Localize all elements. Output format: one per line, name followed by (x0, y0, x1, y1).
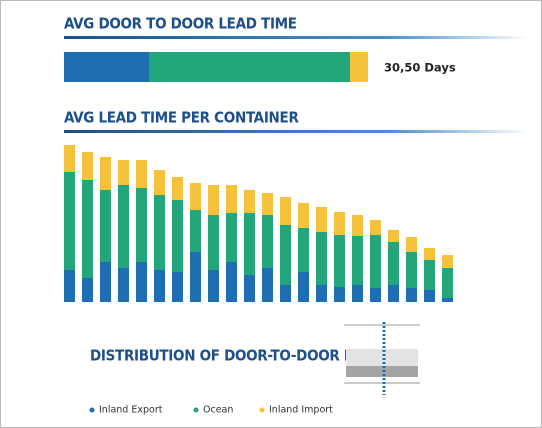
bar-segment (172, 177, 183, 200)
bar-segment (424, 248, 435, 260)
bar-segment (406, 252, 417, 288)
boxplot-icon (344, 322, 420, 395)
bar-segment (352, 215, 363, 236)
legend-marker (193, 407, 199, 413)
bar-segment (370, 235, 381, 288)
title: AVG DOOR TO DOOR LEAD TIME (64, 15, 297, 33)
bar-segment (262, 215, 273, 268)
bar-segment (172, 200, 183, 272)
bar-segment (388, 242, 399, 285)
bar-segment (208, 270, 219, 302)
bar-segment (280, 197, 291, 225)
bar-segment (82, 152, 93, 180)
bar-segment (298, 228, 309, 272)
bar-segment (244, 190, 255, 213)
bar-segment (118, 160, 129, 185)
bar-segment (190, 252, 201, 302)
title-underline (64, 36, 530, 39)
bar-segment (370, 288, 381, 302)
legend-marker (259, 407, 265, 413)
bar-segment (226, 262, 237, 302)
bar-segment (262, 193, 273, 215)
title: AVG LEAD TIME PER CONTAINER (64, 109, 299, 127)
bar-segment (154, 170, 165, 195)
bar-segment (226, 213, 237, 262)
total-label: 30,50 Days (384, 61, 456, 75)
bar-segment (154, 270, 165, 302)
bar-segment (298, 272, 309, 302)
bar-segment (280, 225, 291, 285)
bar-segment (118, 268, 129, 302)
bar-segment (424, 290, 435, 302)
bar-segment (64, 52, 150, 82)
bar-segment (442, 298, 453, 302)
bar-segment (64, 145, 75, 172)
bar-segment (442, 255, 453, 268)
legend-label: Ocean (203, 405, 233, 416)
bar-segment (136, 262, 147, 302)
bar-segment (370, 220, 381, 235)
bar-segment (136, 160, 147, 188)
bar-segment (406, 288, 417, 302)
bar-segment (316, 232, 327, 285)
bar-segment (334, 287, 345, 302)
legend-marker (89, 407, 95, 413)
bar-segment (442, 268, 453, 298)
bar-segment (280, 285, 291, 302)
bar-segment (82, 278, 93, 302)
bar-segment (208, 185, 219, 215)
bar-segment (149, 52, 351, 82)
bar-segment (316, 207, 327, 232)
bar-segment (64, 270, 75, 302)
bar-segment (352, 236, 363, 285)
bar-segment (424, 260, 435, 290)
bar-segment (388, 285, 399, 302)
bar-segment (352, 285, 363, 302)
bar-segment (334, 212, 345, 235)
bar-segment (388, 230, 399, 242)
legend-label: Inland Export (99, 405, 163, 416)
bar-segment (100, 157, 111, 190)
bar-segment (64, 172, 75, 270)
bar-segment (244, 213, 255, 275)
bar-segment (190, 210, 201, 252)
title-underline (64, 130, 530, 133)
bar-segment (190, 183, 201, 210)
bar-segment (172, 272, 183, 302)
bar-segment (350, 52, 368, 82)
bar-segment (226, 185, 237, 213)
bar-segment (154, 195, 165, 270)
bar-segment (118, 185, 129, 268)
bar-segment (100, 190, 111, 262)
bar-segment (244, 275, 255, 302)
legend-label: Inland Import (269, 405, 333, 416)
bar-segment (316, 285, 327, 302)
bar-segment (100, 262, 111, 302)
bar-segment (406, 237, 417, 252)
bar-segment (334, 235, 345, 287)
bar-segment (208, 215, 219, 270)
bar-segment (262, 268, 273, 302)
distribution-title: DISTRIBUTION OF DOOR-TO-DOOR LT (90, 347, 360, 365)
bar-segment (82, 180, 93, 278)
bar-segment (136, 188, 147, 262)
bar-segment (298, 203, 309, 228)
